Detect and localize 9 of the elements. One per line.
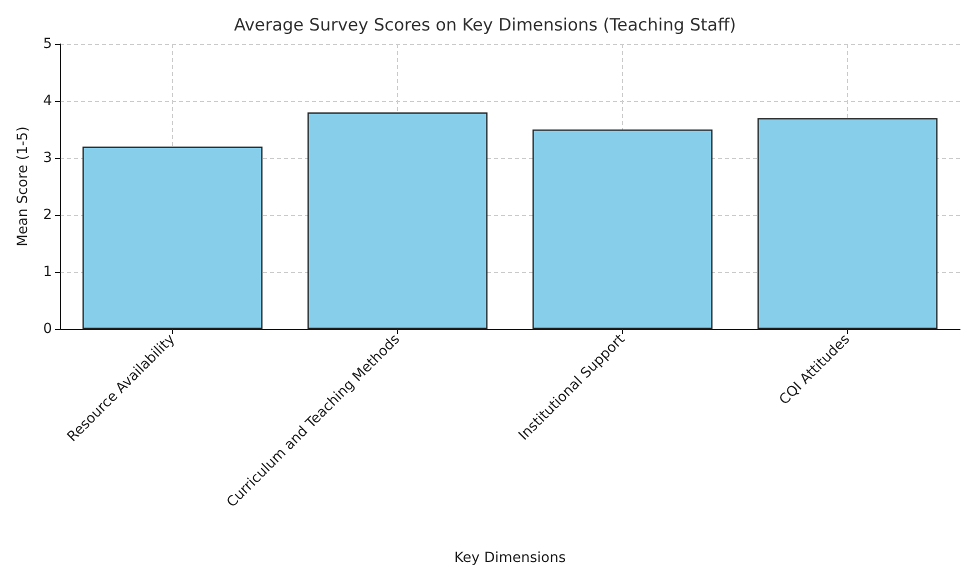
y-tick-label: 5: [43, 36, 52, 52]
y-tick-label: 0: [43, 321, 52, 337]
y-tick-label: 4: [43, 93, 52, 109]
chart-title: Average Survey Scores on Key Dimensions (Teaching Staff): [234, 16, 736, 36]
y-tick-label: 1: [43, 264, 52, 280]
y-axis-title: Mean Score (1-5): [15, 126, 31, 247]
y-tick-label: 3: [43, 150, 52, 166]
y-tick-label: 2: [43, 207, 52, 223]
x-axis-title: Key Dimensions: [454, 550, 566, 566]
